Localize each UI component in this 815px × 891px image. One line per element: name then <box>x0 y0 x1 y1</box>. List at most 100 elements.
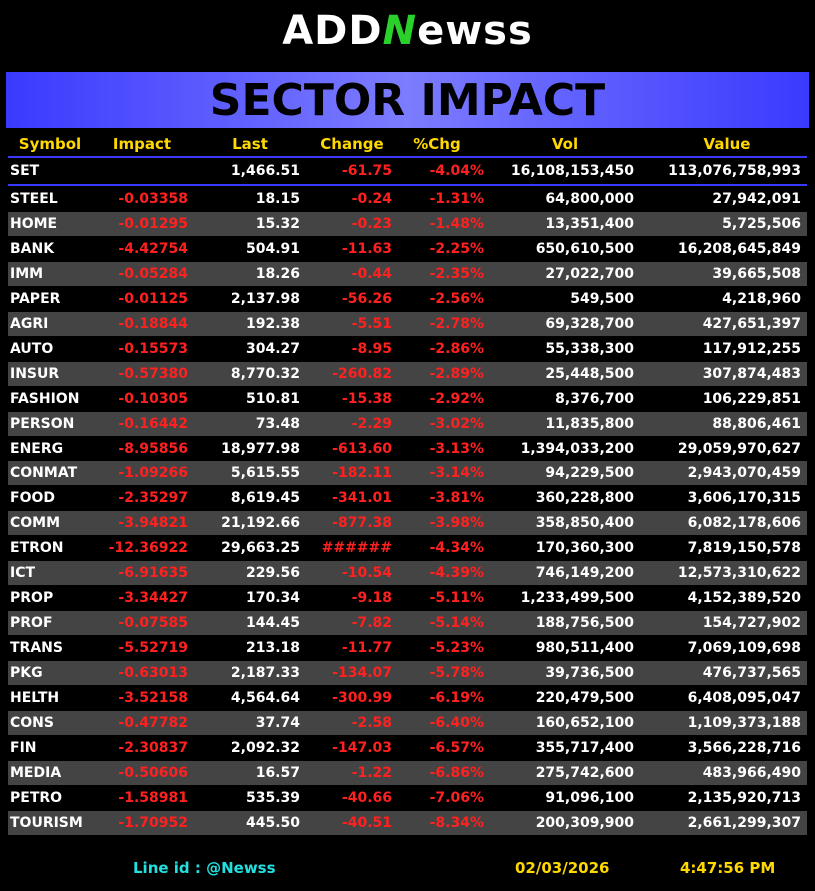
impact: -2.35297 <box>118 490 188 507</box>
pct-change: -2.92% <box>429 390 484 407</box>
volume: 355,717,400 <box>535 739 634 756</box>
column-header: %Chg <box>413 135 461 153</box>
logo-right: ewss <box>417 8 533 54</box>
value: 427,651,397 <box>702 315 801 332</box>
volume: 11,835,800 <box>545 415 634 432</box>
value: 1,109,373,188 <box>687 714 801 731</box>
column-header: Symbol <box>18 135 82 153</box>
column-header: Impact <box>112 135 172 153</box>
last: 229.56 <box>245 565 300 582</box>
impact: -0.01295 <box>118 215 188 232</box>
value: 27,942,091 <box>712 191 801 207</box>
sector-row: HOME -0.01295 15.32 -0.23 -1.48% 13,351,400 5,… <box>8 211 807 236</box>
sector-row: CONS -0.47782 37.74 -2.58 -6.40% 160,652,100 1… <box>8 710 807 735</box>
last: 445.50 <box>245 814 300 831</box>
sector-row: PKG -0.63013 2,187.33 -134.07 -5.78% 39,736,5… <box>8 661 807 686</box>
sector-row: PERSON -0.16442 73.48 -2.29 -3.02% 11,835,800… <box>8 411 807 436</box>
change: -2.29 <box>351 415 392 432</box>
column-header: Change <box>320 135 384 153</box>
value: 113,076,758,993 <box>668 163 801 179</box>
change: -10.54 <box>341 565 392 582</box>
impact: -3.34427 <box>118 590 188 607</box>
divider <box>8 184 807 186</box>
value: 39,665,508 <box>712 265 801 282</box>
impact: -3.94821 <box>118 515 188 532</box>
symbol: CONS <box>10 714 54 731</box>
last: 15.32 <box>255 215 300 232</box>
pct-change: -2.35% <box>429 265 484 282</box>
volume: 275,742,600 <box>535 764 634 781</box>
last: 8,619.45 <box>230 490 300 507</box>
logo-mark: N <box>382 8 418 54</box>
volume: 55,338,300 <box>545 340 634 357</box>
change: -0.44 <box>351 265 392 282</box>
value: 117,912,255 <box>702 340 801 357</box>
title-banner <box>6 72 809 128</box>
pct-change: -1.48% <box>429 215 484 232</box>
volume: 549,500 <box>570 290 634 307</box>
volume: 746,149,200 <box>535 565 634 582</box>
symbol: HOME <box>10 215 58 232</box>
title: SECTOR IMPACT <box>209 75 606 126</box>
volume: 188,756,500 <box>535 615 634 632</box>
pct-change: -3.98% <box>429 515 484 532</box>
last: 535.39 <box>245 789 300 806</box>
symbol: COMM <box>10 515 61 532</box>
symbol: IMM <box>10 265 44 282</box>
sector-row: MEDIA -0.50606 16.57 -1.22 -6.86% 275,742,600… <box>8 760 807 785</box>
change: -5.51 <box>351 315 392 332</box>
last: 29,663.25 <box>221 540 300 557</box>
symbol: ICT <box>10 565 36 582</box>
volume: 91,096,100 <box>545 789 634 806</box>
pct-change: -5.23% <box>429 640 484 657</box>
change: -11.77 <box>341 640 392 657</box>
symbol: HELTH <box>10 690 60 706</box>
pct-change: -6.57% <box>429 739 484 756</box>
pct-change: -7.06% <box>429 789 484 806</box>
column-header: Value <box>703 135 751 153</box>
volume: 170,360,300 <box>535 540 634 557</box>
value: 476,737,565 <box>702 665 801 682</box>
sector-row: PROP -3.34427 170.34 -9.18 -5.11% 1,233,499,5… <box>8 586 807 611</box>
pct-change: -2.56% <box>429 290 484 307</box>
impact: -2.30837 <box>118 739 188 756</box>
last: 170.34 <box>245 590 300 607</box>
value: 16,208,645,849 <box>677 240 801 257</box>
sector-row: TOURISM -1.70952 445.50 -40.51 -8.34% 200,309… <box>8 810 807 835</box>
last: 18.26 <box>255 265 300 282</box>
change: -40.51 <box>341 814 392 831</box>
sector-row: INSUR -0.57380 8,770.32 -260.82 -2.89% 25,448… <box>8 361 807 386</box>
change: -7.82 <box>351 615 392 632</box>
value: 154,727,902 <box>702 615 801 632</box>
impact: -0.10305 <box>118 390 188 407</box>
sector-row: PAPER -0.01125 2,137.98 -56.26 -2.56% 549,500… <box>8 286 807 311</box>
value: 3,606,170,315 <box>687 490 801 507</box>
value: 12,573,310,622 <box>677 565 801 582</box>
pct-change: -6.86% <box>429 764 484 781</box>
last: 4,564.64 <box>230 690 300 706</box>
last: 2,137.98 <box>230 290 300 307</box>
symbol: ETRON <box>10 540 64 557</box>
symbol: INSUR <box>10 365 60 382</box>
last: 37.74 <box>255 714 300 731</box>
pct-change: -3.81% <box>429 490 484 507</box>
volume: 94,229,500 <box>545 465 634 482</box>
pct-change: -5.78% <box>429 665 484 682</box>
sector-row: STEEL -0.03358 18.15 -0.24 -1.31% 64,800,000 2… <box>8 187 807 211</box>
set-row: SET 1,466.51 -61.75 -4.04% 16,108,153,450 113… <box>8 159 807 183</box>
pct-change: -8.34% <box>429 814 484 831</box>
value: 106,229,851 <box>702 390 801 407</box>
pct-change: -4.39% <box>429 565 484 582</box>
symbol: FASHION <box>10 390 80 407</box>
value: 7,069,109,698 <box>687 640 801 657</box>
impact: -3.52158 <box>118 690 188 706</box>
symbol: PROP <box>10 590 54 607</box>
impact: -12.36922 <box>108 540 188 557</box>
pct-change: -2.78% <box>429 315 484 332</box>
change: -56.26 <box>341 290 392 307</box>
value: 6,082,178,606 <box>687 515 801 532</box>
symbol: FIN <box>10 739 37 756</box>
change: -300.99 <box>332 690 392 706</box>
symbol: PERSON <box>10 415 75 432</box>
sector-row: ICT -6.91635 229.56 -10.54 -4.39% 746,149,200… <box>8 561 807 586</box>
